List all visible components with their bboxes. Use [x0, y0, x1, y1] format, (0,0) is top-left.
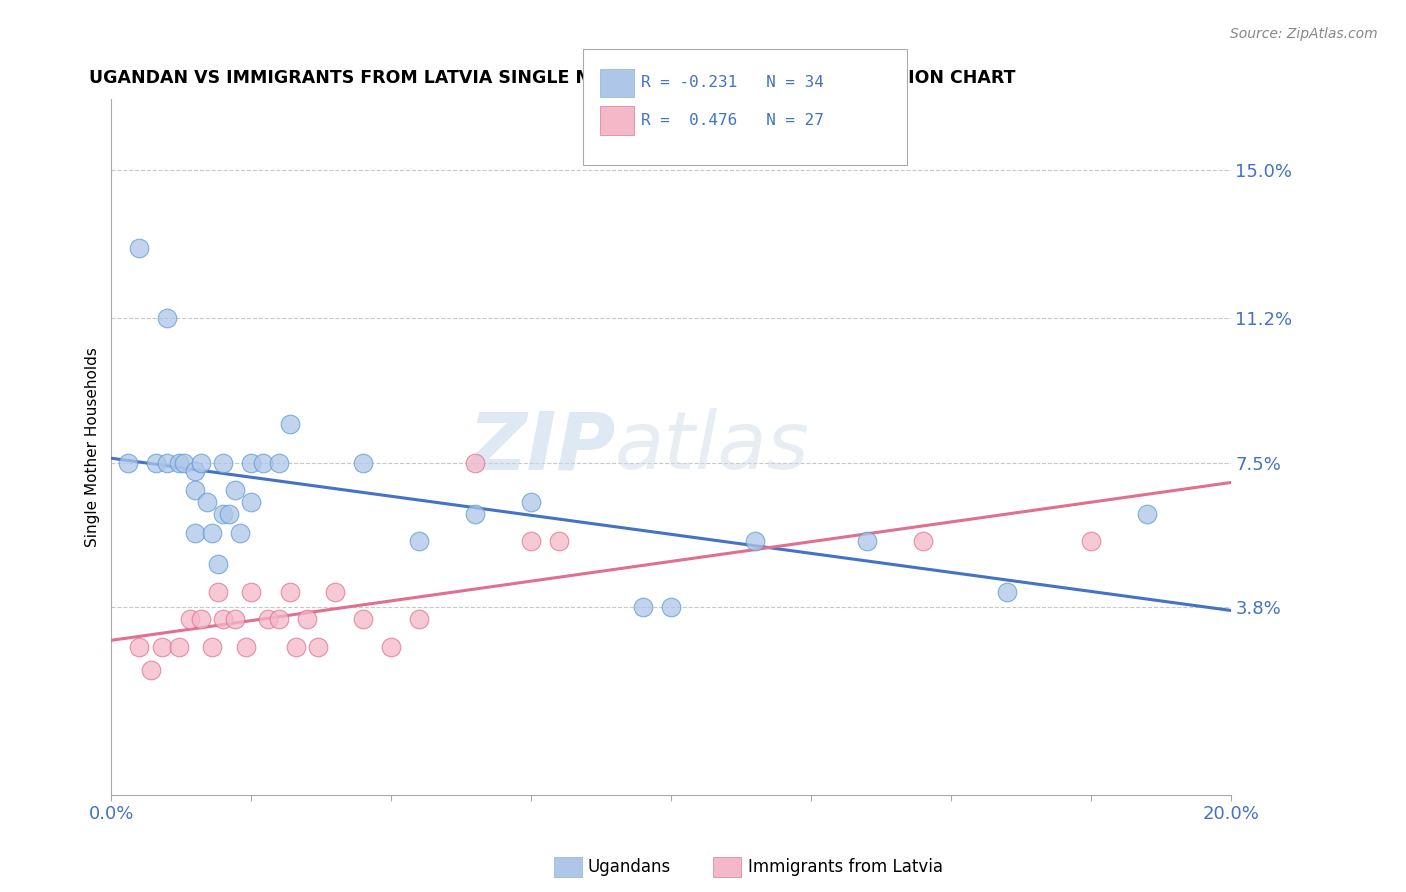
Point [297, 612, 319, 626]
Text: atlas: atlas [614, 409, 810, 486]
Point [995, 584, 1018, 599]
Point [744, 533, 766, 548]
Text: R = -0.231   N = 34: R = -0.231 N = 34 [641, 76, 824, 90]
Point [212, 456, 235, 470]
Point [280, 417, 302, 431]
Point [520, 495, 543, 509]
Point [201, 640, 224, 654]
Point [285, 640, 308, 654]
Text: ZIP: ZIP [468, 409, 614, 486]
Point [201, 526, 224, 541]
Point [269, 612, 291, 626]
Point [190, 456, 212, 470]
Point [308, 640, 330, 654]
Point [207, 584, 229, 599]
Text: Immigrants from Latvia: Immigrants from Latvia [748, 858, 943, 876]
Point [352, 612, 374, 626]
Point [408, 533, 430, 548]
Point [224, 612, 246, 626]
Point [139, 663, 162, 677]
Point [280, 584, 302, 599]
Point [150, 640, 173, 654]
Point [240, 495, 263, 509]
Point [184, 464, 207, 478]
Point [218, 507, 240, 521]
Point [631, 600, 654, 615]
Point [128, 241, 150, 255]
Point [252, 456, 274, 470]
Point [408, 612, 430, 626]
Point [212, 507, 235, 521]
Point [167, 456, 190, 470]
Point [156, 311, 179, 326]
Point [659, 600, 682, 615]
Point [464, 507, 486, 521]
Point [323, 584, 346, 599]
Point [240, 584, 263, 599]
Text: Source: ZipAtlas.com: Source: ZipAtlas.com [1230, 27, 1378, 41]
Point [156, 456, 179, 470]
Point [257, 612, 280, 626]
Point [128, 640, 150, 654]
Point [380, 640, 402, 654]
Point [195, 495, 218, 509]
Point [235, 640, 257, 654]
Point [179, 612, 201, 626]
Point [1080, 533, 1102, 548]
Point [184, 483, 207, 497]
Text: R =  0.476   N = 27: R = 0.476 N = 27 [641, 113, 824, 128]
Point [145, 456, 167, 470]
Point [207, 558, 229, 572]
Point [548, 533, 571, 548]
Point [117, 456, 139, 470]
Point [1136, 507, 1159, 521]
Point [173, 456, 195, 470]
Point [464, 456, 486, 470]
Text: UGANDAN VS IMMIGRANTS FROM LATVIA SINGLE MOTHER HOUSEHOLDS CORRELATION CHART: UGANDAN VS IMMIGRANTS FROM LATVIA SINGLE… [89, 69, 1015, 87]
Point [212, 612, 235, 626]
Point [269, 456, 291, 470]
Point [911, 533, 934, 548]
Point [224, 483, 246, 497]
Point [240, 456, 263, 470]
Point [190, 612, 212, 626]
Point [184, 526, 207, 541]
Point [167, 640, 190, 654]
Text: Ugandans: Ugandans [588, 858, 671, 876]
Point [229, 526, 252, 541]
Point [520, 533, 543, 548]
Point [352, 456, 374, 470]
Y-axis label: Single Mother Households: Single Mother Households [86, 347, 100, 547]
Point [856, 533, 879, 548]
